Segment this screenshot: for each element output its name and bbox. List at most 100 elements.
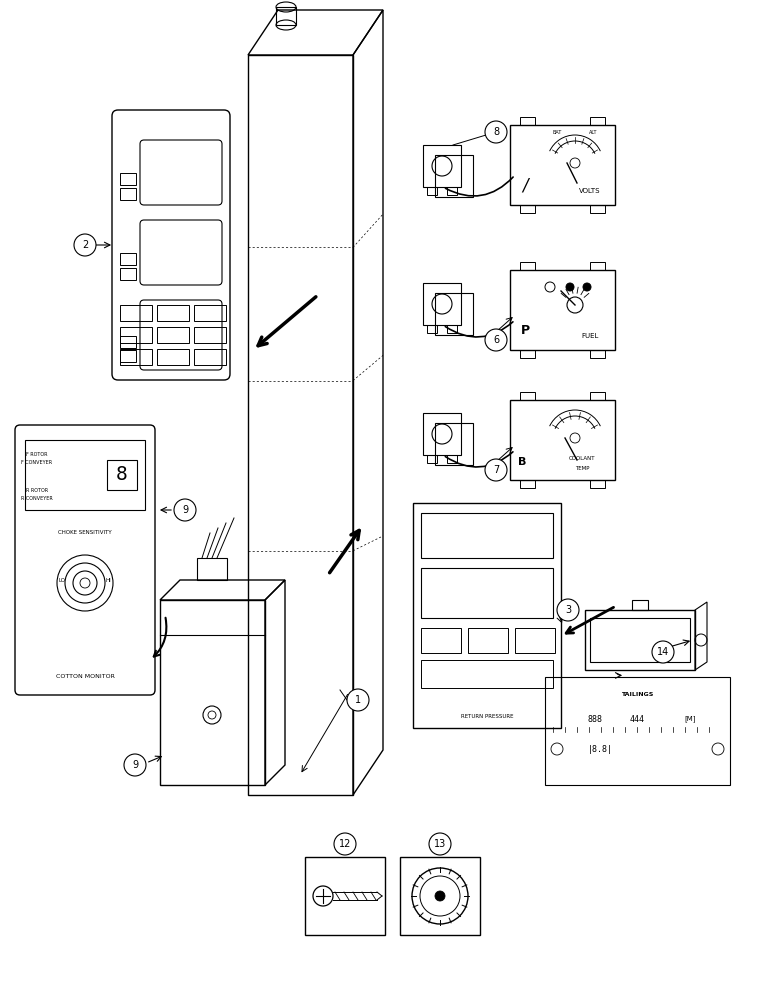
Text: COTTON MONITOR: COTTON MONITOR xyxy=(56,674,115,680)
Text: 8: 8 xyxy=(116,466,128,485)
Bar xyxy=(435,155,473,197)
Text: R CONVEYER: R CONVEYER xyxy=(21,495,53,500)
Bar xyxy=(545,677,730,785)
Text: |8.8|: |8.8| xyxy=(588,744,613,754)
Bar xyxy=(276,7,296,25)
Bar xyxy=(248,55,353,795)
Text: FUEL: FUEL xyxy=(581,333,599,339)
Bar xyxy=(157,327,189,343)
Text: B: B xyxy=(518,457,526,467)
Text: LO: LO xyxy=(59,578,66,584)
Bar xyxy=(510,125,615,205)
Text: 8: 8 xyxy=(493,127,499,137)
Text: VOLTS: VOLTS xyxy=(579,188,601,194)
Bar xyxy=(590,618,690,662)
Bar xyxy=(120,305,152,321)
Circle shape xyxy=(124,754,146,776)
Circle shape xyxy=(485,121,507,143)
Circle shape xyxy=(566,283,574,291)
Text: CHOKE SENSITIVITY: CHOKE SENSITIVITY xyxy=(58,530,112,536)
Text: 9: 9 xyxy=(132,760,138,770)
Bar xyxy=(120,349,152,365)
Bar xyxy=(447,325,457,333)
Text: [M]: [M] xyxy=(685,716,696,722)
Circle shape xyxy=(557,599,579,621)
Bar xyxy=(585,610,695,670)
Bar xyxy=(421,660,553,688)
Bar xyxy=(423,145,461,187)
Bar xyxy=(520,350,535,358)
Text: 444: 444 xyxy=(630,714,645,724)
Text: 13: 13 xyxy=(434,839,446,849)
Circle shape xyxy=(435,891,445,901)
Text: 1: 1 xyxy=(355,695,361,705)
Circle shape xyxy=(583,283,591,291)
Bar xyxy=(590,117,605,125)
Circle shape xyxy=(652,641,674,663)
Bar xyxy=(194,349,226,365)
Bar xyxy=(421,628,461,653)
Bar xyxy=(120,173,136,185)
Bar xyxy=(157,305,189,321)
Bar xyxy=(510,400,615,480)
Bar xyxy=(510,270,615,350)
Circle shape xyxy=(570,433,580,443)
Text: 2: 2 xyxy=(82,240,88,250)
Circle shape xyxy=(334,833,356,855)
Circle shape xyxy=(429,833,451,855)
Bar xyxy=(520,205,535,213)
Text: 12: 12 xyxy=(338,839,351,849)
Bar xyxy=(413,503,561,728)
Circle shape xyxy=(485,459,507,481)
Text: 6: 6 xyxy=(493,335,499,345)
Text: 7: 7 xyxy=(493,465,499,475)
Bar xyxy=(520,480,535,488)
Text: R ROTOR: R ROTOR xyxy=(26,488,48,492)
Bar xyxy=(427,325,437,333)
Text: 14: 14 xyxy=(657,647,669,657)
Text: BAT: BAT xyxy=(552,130,562,135)
Text: 9: 9 xyxy=(182,505,188,515)
Bar xyxy=(468,628,508,653)
Bar xyxy=(423,283,461,325)
Text: F CONVEYER: F CONVEYER xyxy=(21,460,53,466)
Text: TAILINGS: TAILINGS xyxy=(621,692,653,698)
Bar xyxy=(194,305,226,321)
Bar xyxy=(590,480,605,488)
Bar xyxy=(520,392,535,400)
Bar xyxy=(120,327,152,343)
Circle shape xyxy=(347,689,369,711)
Bar xyxy=(447,455,457,463)
Bar xyxy=(435,293,473,335)
Bar xyxy=(120,253,136,265)
Text: /: / xyxy=(522,176,528,194)
Circle shape xyxy=(485,329,507,351)
Circle shape xyxy=(570,158,580,168)
Bar xyxy=(157,349,189,365)
Bar xyxy=(421,568,553,618)
Text: HI: HI xyxy=(105,578,111,584)
Bar xyxy=(423,413,461,455)
Text: COOLANT: COOLANT xyxy=(568,456,595,460)
Text: 888: 888 xyxy=(588,714,603,724)
Bar xyxy=(421,513,553,558)
Bar xyxy=(194,327,226,343)
Bar xyxy=(197,558,227,580)
Bar xyxy=(400,857,480,935)
Text: TEMP: TEMP xyxy=(575,466,589,471)
Bar xyxy=(590,205,605,213)
Text: F ROTOR: F ROTOR xyxy=(26,452,47,458)
Bar xyxy=(120,336,136,348)
Bar xyxy=(515,628,555,653)
Bar xyxy=(107,460,137,490)
Text: P: P xyxy=(520,324,529,336)
Bar xyxy=(120,188,136,200)
Bar xyxy=(120,350,136,362)
Bar xyxy=(160,600,265,785)
Circle shape xyxy=(567,297,583,313)
Text: ALT: ALT xyxy=(589,130,597,135)
Bar xyxy=(427,187,437,195)
Bar xyxy=(590,262,605,270)
Bar xyxy=(25,440,145,510)
Bar xyxy=(447,187,457,195)
